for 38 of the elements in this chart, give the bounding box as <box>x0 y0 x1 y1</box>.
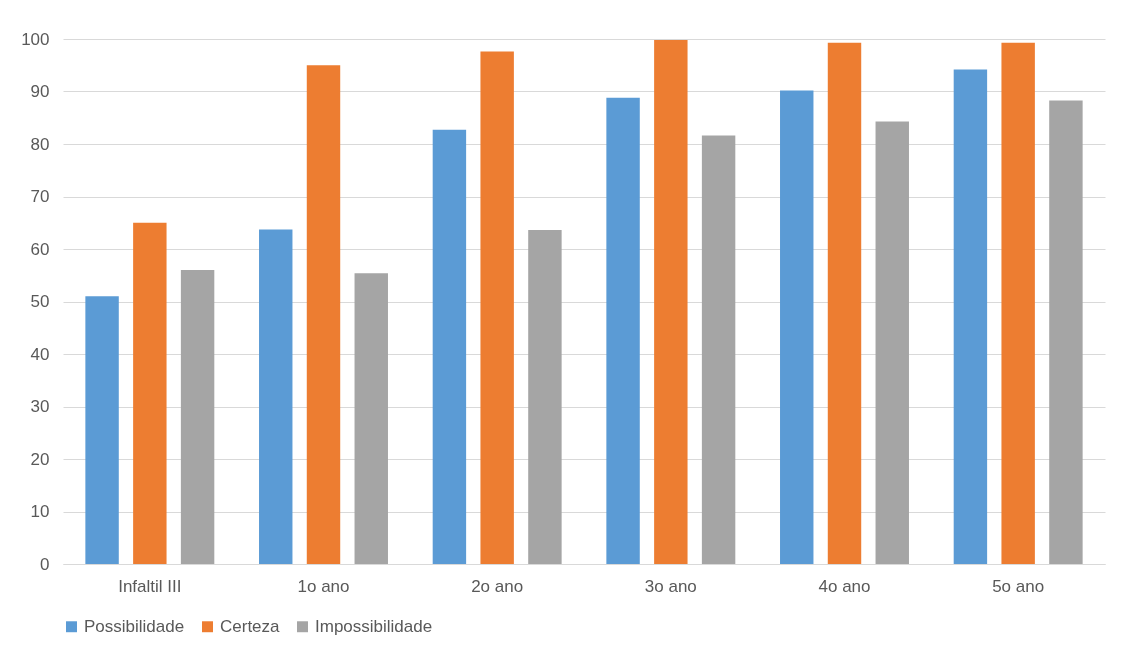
bar <box>1049 100 1083 564</box>
bar <box>432 129 467 564</box>
bar <box>780 90 814 564</box>
legend-label: Certeza <box>220 616 281 636</box>
y-tick-label: 80 <box>30 134 50 154</box>
bar <box>701 135 736 564</box>
bar <box>480 51 514 564</box>
bar <box>1001 42 1035 564</box>
y-tick-label: 30 <box>30 397 50 416</box>
bar <box>133 222 167 564</box>
y-tick-label: 90 <box>30 82 50 101</box>
y-tick-label: 70 <box>30 187 50 206</box>
x-tick-label: 5o ano <box>992 576 1045 596</box>
bar <box>306 65 341 564</box>
x-tick-label: Infaltil III <box>118 576 182 596</box>
bar <box>259 229 293 564</box>
bar <box>85 296 119 564</box>
y-tick-label: 100 <box>21 29 50 49</box>
y-tick-label: 0 <box>40 554 50 574</box>
y-tick-label: 40 <box>30 344 50 364</box>
y-tick-label: 20 <box>30 449 50 469</box>
y-tick-label: 50 <box>30 292 50 311</box>
bar <box>654 40 688 564</box>
bar <box>875 121 909 564</box>
legend-label: Possibilidade <box>84 616 185 636</box>
x-tick-label: 3o ano <box>644 576 697 596</box>
bar <box>606 97 640 564</box>
bar <box>354 273 388 564</box>
y-tick-label: 60 <box>30 239 50 259</box>
bar <box>528 230 562 564</box>
x-tick-label: 1o ano <box>297 576 350 596</box>
x-tick-label: 2o ano <box>471 576 524 596</box>
bar <box>180 270 215 564</box>
bar <box>827 42 862 564</box>
y-tick-label: 10 <box>30 502 50 521</box>
bar <box>953 69 988 564</box>
legend-label: Impossibilidade <box>315 616 433 636</box>
x-tick-label: 4o ano <box>818 576 871 596</box>
